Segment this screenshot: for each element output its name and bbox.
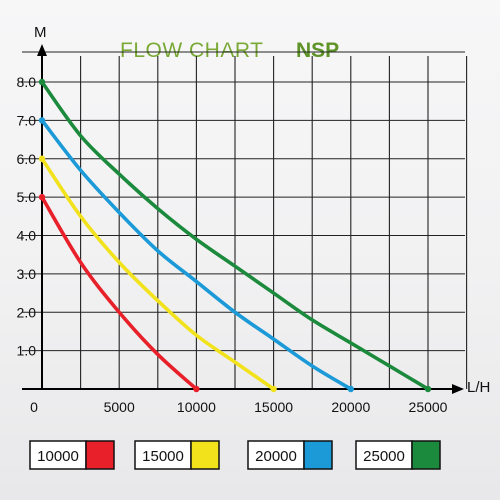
legend-swatch — [190, 440, 220, 470]
grid — [22, 51, 468, 389]
series-line-15000 — [40, 156, 276, 391]
legend: 10000 15000 20000 25000 — [29, 440, 441, 470]
series-start-point-10000 — [38, 193, 46, 201]
y-tick-label: 1.0 — [17, 343, 37, 359]
legend-label: 10000 — [37, 448, 79, 465]
legend-swatch — [303, 440, 333, 470]
legend-swatch — [411, 440, 441, 470]
y-tick-label: 4.0 — [17, 228, 37, 244]
series-line-20000 — [40, 118, 353, 391]
axes — [22, 44, 464, 394]
y-tick-label: 3.0 — [17, 266, 37, 282]
series-end-point-25000 — [424, 385, 432, 393]
x-tick-label: 25000 — [409, 399, 448, 415]
y-tick-label: 7.0 — [17, 112, 37, 128]
x-axis-arrow — [452, 384, 464, 394]
chart-title-bold: NSP — [296, 39, 339, 62]
legend-item-20000: 20000 — [247, 440, 333, 470]
x-tick-label: 0 — [30, 399, 38, 415]
y-tick-label: 8.0 — [17, 74, 37, 90]
series-line-10000 — [40, 195, 199, 391]
legend-swatch — [85, 440, 115, 470]
y-axis-arrow — [37, 44, 47, 56]
y-tick-label: 6.0 — [17, 151, 37, 167]
tick-labels: 1.0 2.0 3.0 4.0 5.0 6.0 7.0 8.0 0 5000 10000 15000 2… — [17, 74, 448, 415]
y-axis-unit: M — [34, 24, 47, 41]
series-end-point-15000 — [270, 385, 277, 393]
x-tick-label: 5000 — [104, 399, 135, 415]
legend-label-box — [134, 440, 192, 470]
chart-title: FLOW CHART — [120, 39, 263, 62]
series-lines — [38, 78, 432, 393]
series-line-25000 — [40, 80, 430, 391]
legend-label-box — [247, 440, 305, 470]
series-end-point-10000 — [193, 385, 200, 393]
series-end-point-20000 — [347, 385, 354, 393]
legend-label: 20000 — [255, 448, 297, 465]
series-start-point-15000 — [38, 155, 46, 162]
legend-item-15000: 15000 — [134, 440, 220, 470]
legend-label: 25000 — [363, 448, 405, 465]
y-tick-label: 2.0 — [17, 304, 37, 320]
x-axis-unit: L/H — [467, 379, 490, 396]
x-tick-label: 15000 — [254, 399, 293, 415]
series-start-point-25000 — [38, 78, 46, 86]
y-tick-label: 5.0 — [17, 189, 37, 205]
legend-item-10000: 10000 — [29, 440, 115, 470]
x-tick-label: 20000 — [331, 399, 370, 415]
x-tick-label: 10000 — [177, 399, 216, 415]
series-start-point-20000 — [38, 117, 46, 124]
legend-label: 15000 — [142, 448, 184, 465]
legend-item-25000: 25000 — [355, 440, 441, 470]
